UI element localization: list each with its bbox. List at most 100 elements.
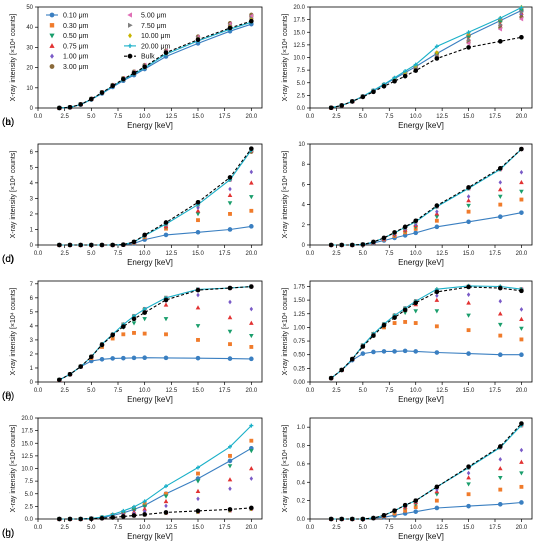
legend-label: 10.00 μm (141, 33, 170, 40)
data-point (519, 288, 524, 294)
data-point (519, 16, 524, 22)
x-tick-label: 10.0 (410, 114, 422, 120)
data-point (434, 492, 440, 497)
y-tick-label: 5 (30, 310, 34, 316)
data-point (519, 146, 524, 152)
y-tick-label: 1.0 (297, 425, 306, 431)
data-point (413, 218, 419, 224)
data-point (434, 309, 440, 314)
data-point (99, 90, 105, 95)
legend-entry-0-30-m: 0.30 μm (49, 23, 89, 30)
series-0-75-m (57, 302, 254, 382)
series-10-00-m (329, 146, 524, 248)
data-point (110, 356, 115, 361)
y-tick-label: 40 (26, 25, 33, 31)
data-point (413, 509, 419, 514)
data-point (195, 208, 201, 213)
data-point (142, 355, 147, 361)
data-point (121, 76, 126, 82)
data-point (132, 504, 136, 509)
legend-marker-icon (49, 33, 55, 39)
data-point (227, 201, 233, 206)
x-tick-label: 20.0 (245, 251, 257, 257)
panel-label: (e) (2, 391, 14, 402)
x-tick-label: 0.0 (306, 525, 315, 531)
y-tick-label: 2.5 (297, 93, 306, 99)
x-tick-label: 10.0 (139, 251, 151, 257)
data-point (163, 297, 169, 303)
series-3-00-m (57, 149, 254, 248)
data-point (249, 320, 254, 325)
data-point (392, 78, 397, 84)
panel-label: (f) (2, 391, 11, 402)
data-point (519, 197, 524, 202)
data-point (196, 292, 200, 298)
data-point (466, 470, 471, 476)
data-point (466, 482, 471, 487)
data-point (402, 73, 408, 79)
y-tick-label: 15.0 (21, 441, 33, 447)
x-tick-label: 20.0 (516, 251, 528, 257)
data-point (78, 516, 83, 522)
series-bulk (328, 421, 524, 522)
y-tick-label: 30 (26, 45, 33, 51)
data-point (163, 494, 169, 499)
y-tick-label: 15.0 (293, 30, 305, 36)
y-axis-label: X-ray intensity [×10⁴ counts] (282, 425, 289, 513)
legend: 0.10 μm 0.30 μm 0.50 μm 0.75 μm 1.00 μm 3.00 … (46, 12, 170, 71)
series-0-30-m (57, 330, 254, 382)
y-tick-label: 0 (30, 106, 34, 112)
data-point (497, 352, 503, 358)
data-point (228, 212, 232, 216)
data-point (110, 332, 115, 338)
data-point (328, 516, 334, 522)
x-tick-label: 2.5 (332, 114, 341, 120)
series-line (330, 7, 522, 109)
series-3-00-m (329, 15, 524, 110)
series-line (59, 507, 252, 520)
series-10-00-m (57, 284, 254, 383)
series-1-00-m (329, 12, 524, 111)
series-20-00-m (329, 283, 524, 381)
y-tick-label: 1.25 (293, 312, 305, 318)
series-line (331, 148, 522, 246)
data-point (195, 212, 201, 217)
x-tick-label: 7.5 (114, 388, 123, 394)
data-point (402, 307, 408, 313)
x-tick-label: 10.0 (139, 114, 151, 120)
data-point (466, 351, 471, 356)
data-point (89, 354, 94, 360)
series-5-00-m (328, 284, 524, 381)
series-line (59, 286, 252, 381)
y-tick-label: 17.5 (21, 429, 33, 435)
y-tick-label: 8 (302, 162, 306, 168)
data-point (413, 498, 419, 503)
x-tick-label: 15.0 (192, 251, 204, 257)
data-point (519, 179, 524, 185)
y-tick-label: 50 (26, 5, 33, 11)
y-axis-label: X-ray intensity [×10⁴ counts] (282, 14, 289, 102)
series-line (59, 149, 252, 246)
x-tick-label: 10.0 (139, 388, 151, 394)
chart-panel-b: 0.0 2.5 5.0 7.5 10.0 12.5 15.0 17.5 20.0 0.0 2.5 5.… (2, 4, 533, 130)
x-tick-label: 12.5 (165, 251, 177, 257)
data-point (371, 239, 376, 245)
data-point (195, 508, 201, 514)
data-point (195, 199, 201, 205)
series-7-50-m (329, 423, 524, 522)
y-tick-label: 1 (30, 227, 34, 233)
data-point (163, 510, 169, 515)
x-tick-label: 7.5 (385, 388, 394, 394)
y-tick-label: 5.0 (25, 492, 34, 498)
data-point (142, 317, 147, 322)
series-20-00-m (329, 423, 524, 521)
data-point (249, 466, 254, 471)
data-point (466, 475, 471, 480)
y-tick-label: 4 (30, 181, 34, 187)
plot-frame (309, 417, 533, 520)
series-0-50-m (328, 309, 524, 381)
data-point (228, 444, 232, 449)
y-tick-label: 5 (30, 165, 34, 171)
data-point (519, 34, 524, 40)
data-point (498, 487, 503, 492)
